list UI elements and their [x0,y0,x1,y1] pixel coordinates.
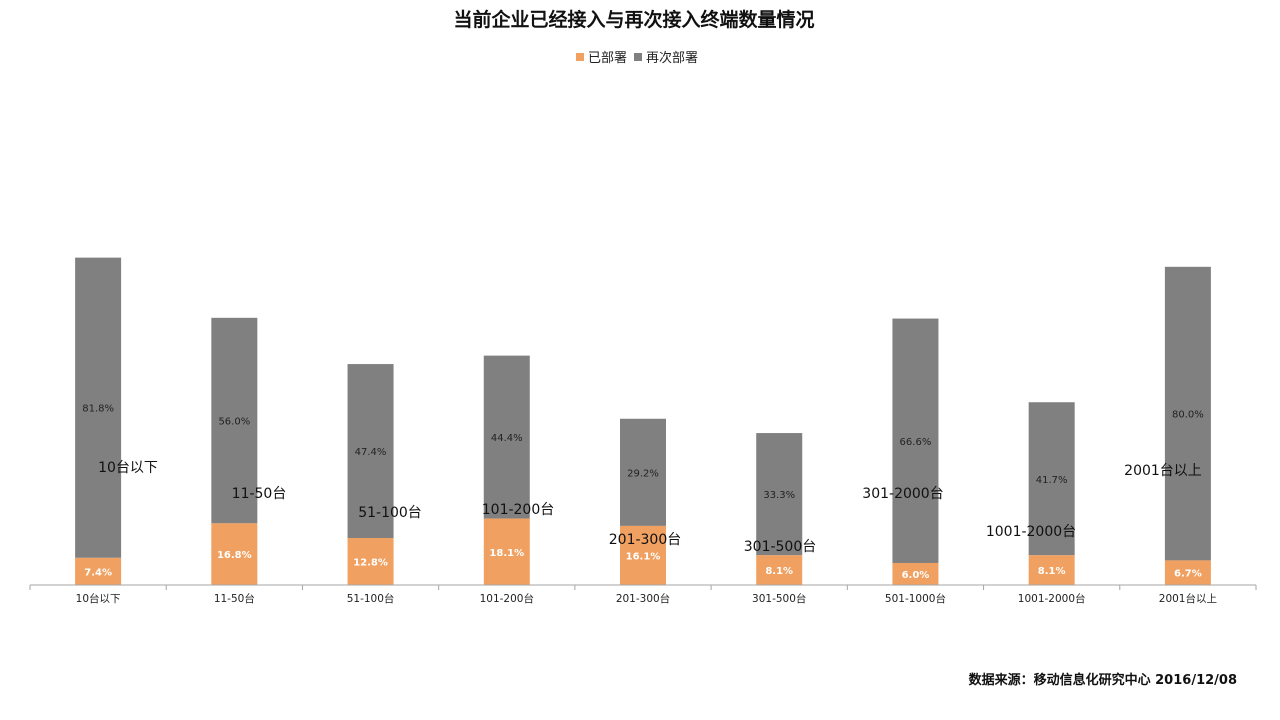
overlay-label-5: 301-500台 [744,539,817,555]
value-label-redeploy-1: 56.0% [218,417,250,428]
value-label-deployed-3: 18.1% [489,548,524,559]
value-label-redeploy-8: 80.0% [1172,410,1204,421]
tick-label-1: 11-50台 [214,592,255,605]
tick-label-8: 2001台以上 [1159,592,1217,605]
bar-deployed-4 [620,525,666,585]
legend-label-1: 再次部署 [646,50,698,66]
overlay-labels: 10台以下 11-50台 51-100台 101-200台 201-300台 301-50… [98,460,1202,555]
bar-redeploy-7 [1028,402,1075,556]
legend-label-0: 已部署 [588,51,627,66]
legend: 已部署 再次部署 [576,50,698,66]
bar-redeploy-0 [75,257,122,558]
overlay-label-0: 10台以下 [98,460,158,476]
value-label-deployed-1: 16.8% [217,550,252,561]
tick-label-3: 101-200台 [480,592,534,605]
bar-deployed-0 [75,557,122,585]
bar-redeploy-3 [483,355,530,519]
value-label-redeploy-4: 29.2% [627,468,659,479]
bar-redeploy-6 [892,318,939,563]
value-label-redeploy-6: 66.6% [900,437,932,448]
tick-label-5: 301-500台 [752,592,806,605]
source-note: 数据来源：移动信息化研究中心 2016/12/08 [969,672,1237,688]
value-label-redeploy-7: 41.7% [1036,475,1068,486]
x-axis-ticks: 10台以下 11-50台 51-100台 101-200台 201-300台 301-50… [29,585,1257,605]
overlay-label-1: 11-50台 [232,486,287,502]
value-label-redeploy-3: 44.4% [491,433,523,444]
bar-deployed-7 [1028,555,1075,585]
tick-label-6: 501-1000台 [885,592,946,605]
bar-redeploy-2 [347,364,394,539]
overlay-label-7: 1001-2000台 [986,524,1076,540]
bar-redeploy-1 [211,317,258,524]
value-label-deployed-5: 8.1% [765,566,793,577]
bar-redeploy-4 [620,418,666,526]
overlay-label-4: 201-300台 [609,532,682,548]
overlay-label-3: 101-200台 [482,502,555,518]
bar-deployed-3 [483,518,530,585]
legend-swatch-1 [634,53,642,61]
value-label-redeploy-5: 33.3% [763,490,795,501]
bar-deployed-1 [211,523,258,585]
bar-deployed-2 [347,538,394,585]
bar-redeploy-8 [1164,266,1211,561]
tick-label-0: 10台以下 [76,592,121,605]
bar-deployed-6 [892,562,939,585]
value-label-redeploy-0: 81.8% [82,404,114,415]
tick-label-4: 201-300台 [616,592,670,605]
tick-label-7: 1001-2000台 [1018,592,1086,605]
tick-label-2: 51-100台 [347,592,395,605]
overlay-label-2: 51-100台 [358,505,422,521]
bar-redeploy-5 [756,433,803,556]
chart-title: 当前企业已经接入与再次接入终端数量情况 [453,8,814,31]
bars-group: 81.8% 7.4% 56.0% 16.8% 47.4% 12.8% 44.4% 18.1% 2… [75,257,1211,585]
overlay-label-8: 2001台以上 [1124,463,1202,479]
value-label-redeploy-2: 47.4% [355,447,387,458]
bar-deployed-5 [756,555,803,585]
value-label-deployed-2: 12.8% [353,558,388,569]
value-label-deployed-6: 6.0% [902,570,930,581]
value-label-deployed-0: 7.4% [84,567,112,578]
value-label-deployed-7: 8.1% [1038,566,1066,577]
value-label-deployed-4: 16.1% [626,551,661,562]
overlay-label-6: 301-2000台 [862,486,943,502]
bar-deployed-8 [1164,560,1211,585]
value-label-deployed-8: 6.7% [1174,569,1202,580]
legend-swatch-0 [576,53,584,61]
